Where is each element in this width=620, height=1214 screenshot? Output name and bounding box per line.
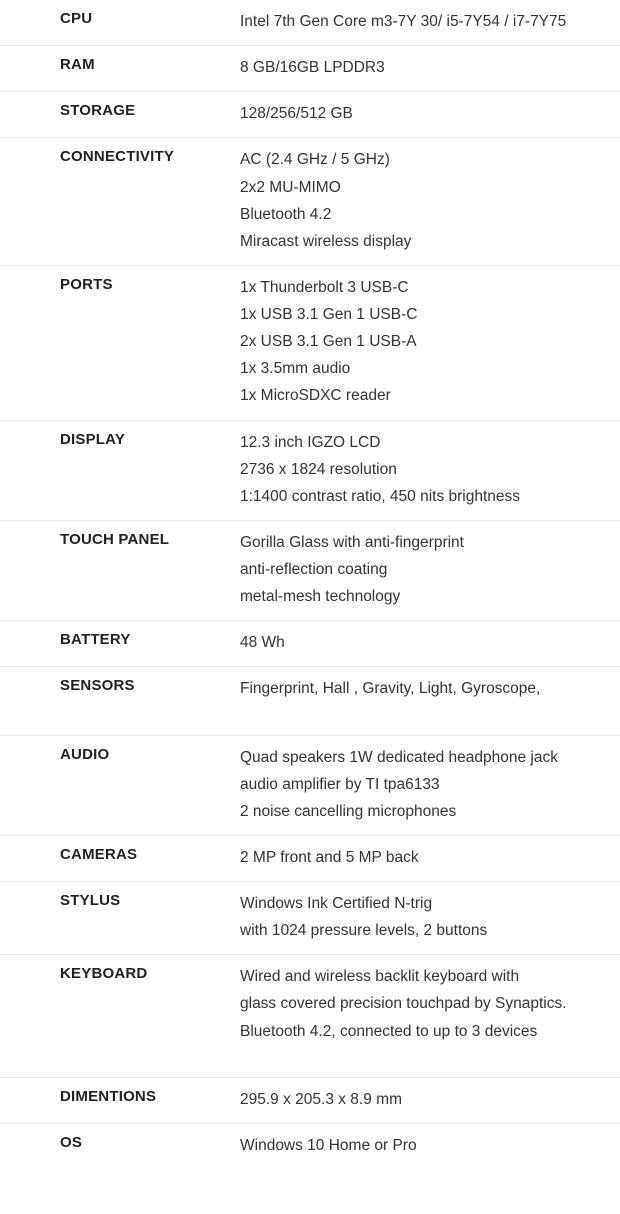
spec-label: TOUCH PANEL: [0, 529, 240, 610]
spec-row: OSWindows 10 Home or Pro: [0, 1124, 620, 1214]
spec-value: Wired and wireless backlit keyboard with…: [240, 963, 620, 1044]
spec-label: STYLUS: [0, 890, 240, 944]
spec-row: PORTS1x Thunderbolt 3 USB-C1x USB 3.1 Ge…: [0, 266, 620, 421]
spec-label: BATTERY: [0, 629, 240, 656]
spec-label: CAMERAS: [0, 844, 240, 871]
spec-label: PORTS: [0, 274, 240, 410]
spec-value: 128/256/512 GB: [240, 100, 620, 127]
spec-value: 12.3 inch IGZO LCD2736 x 1824 resolution…: [240, 429, 620, 510]
spec-row: SENSORSFingerprint, Hall , Gravity, Ligh…: [0, 667, 620, 735]
spec-label: STORAGE: [0, 100, 240, 127]
spec-label: CONNECTIVITY: [0, 146, 240, 255]
spec-label: DISPLAY: [0, 429, 240, 510]
spec-label: KEYBOARD: [0, 963, 240, 1044]
spec-row: DIMENTIONS295.9 x 205.3 x 8.9 mm: [0, 1078, 620, 1124]
spec-value: Gorilla Glass with anti-fingerprintanti-…: [240, 529, 620, 610]
spec-row: STYLUSWindows Ink Certified N-trigwith 1…: [0, 882, 620, 955]
spec-label: CPU: [0, 8, 240, 35]
spec-value: 295.9 x 205.3 x 8.9 mm: [240, 1086, 620, 1113]
spec-value: 8 GB/16GB LPDDR3: [240, 54, 620, 81]
spec-row: CAMERAS2 MP front and 5 MP back: [0, 836, 620, 882]
spec-label: OS: [0, 1132, 240, 1159]
spec-value: 48 Wh: [240, 629, 620, 656]
spec-value: Intel 7th Gen Core m3-7Y 30/ i5-7Y54 / i…: [240, 8, 620, 35]
spec-value: 2 MP front and 5 MP back: [240, 844, 620, 871]
spec-value: Windows 10 Home or Pro: [240, 1132, 620, 1159]
spec-value: Quad speakers 1W dedicated headphone jac…: [240, 744, 620, 825]
spec-value: Windows Ink Certified N-trigwith 1024 pr…: [240, 890, 620, 944]
spec-label: SENSORS: [0, 675, 240, 702]
spec-value: 1x Thunderbolt 3 USB-C1x USB 3.1 Gen 1 U…: [240, 274, 620, 410]
spec-table: CPUIntel 7th Gen Core m3-7Y 30/ i5-7Y54 …: [0, 0, 620, 1214]
spec-row: AUDIOQuad speakers 1W dedicated headphon…: [0, 736, 620, 836]
spec-row: BATTERY48 Wh: [0, 621, 620, 667]
spec-row: DISPLAY12.3 inch IGZO LCD2736 x 1824 res…: [0, 421, 620, 521]
spec-row: KEYBOARDWired and wireless backlit keybo…: [0, 955, 620, 1077]
spec-row: CONNECTIVITYAC (2.4 GHz / 5 GHz)2x2 MU-M…: [0, 138, 620, 266]
spec-row: RAM8 GB/16GB LPDDR3: [0, 46, 620, 92]
spec-value: Fingerprint, Hall , Gravity, Light, Gyro…: [240, 675, 620, 702]
spec-label: DIMENTIONS: [0, 1086, 240, 1113]
spec-row: TOUCH PANELGorilla Glass with anti-finge…: [0, 521, 620, 621]
spec-label: AUDIO: [0, 744, 240, 825]
spec-label: RAM: [0, 54, 240, 81]
spec-row: CPUIntel 7th Gen Core m3-7Y 30/ i5-7Y54 …: [0, 0, 620, 46]
spec-row: STORAGE128/256/512 GB: [0, 92, 620, 138]
spec-value: AC (2.4 GHz / 5 GHz)2x2 MU-MIMOBluetooth…: [240, 146, 620, 255]
